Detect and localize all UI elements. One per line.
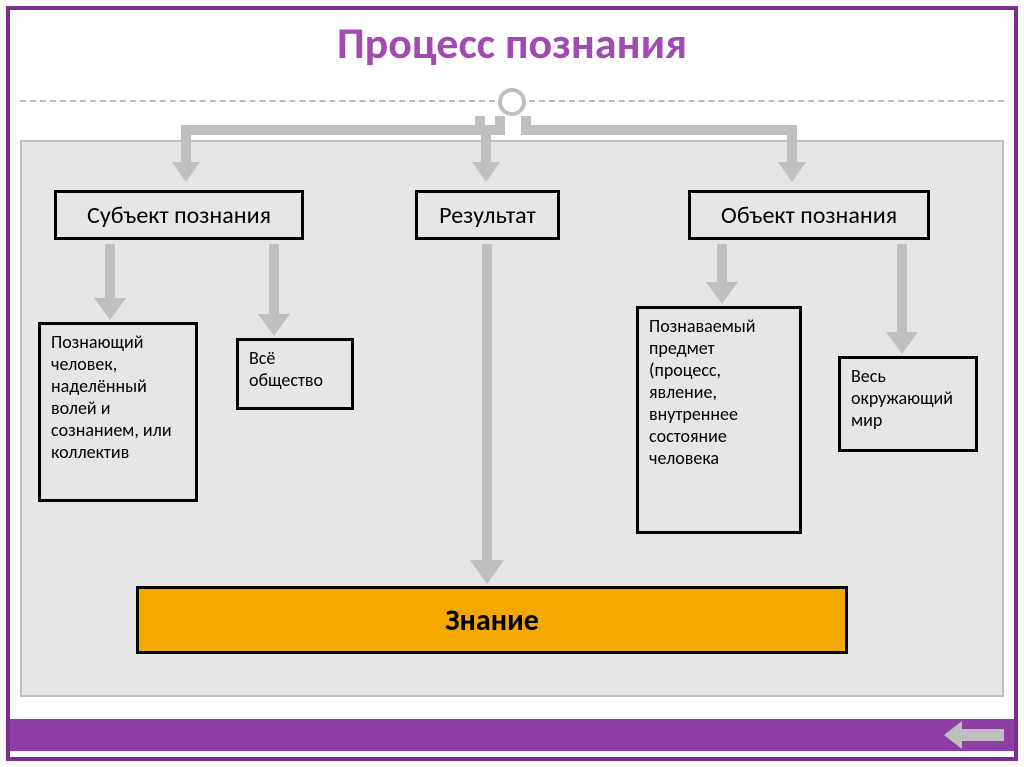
box-result: Результат (415, 190, 560, 240)
sub-detail1-text: Познающий человек, наделённый волей и со… (51, 331, 185, 463)
arrow-obj-d2 (886, 244, 918, 356)
box-obj-detail2: Весь окружающий мир (838, 356, 978, 452)
sub-detail2-text: Всё общество (249, 347, 341, 391)
title-text: Процесс познания (337, 16, 687, 70)
elbow-left (160, 110, 490, 190)
box-sub-detail1: Познающий человек, наделённый волей и со… (38, 322, 198, 502)
bottom-bar (10, 719, 1014, 751)
box-subject-text: Субъект познания (87, 201, 271, 230)
knowledge-text: Знание (445, 602, 539, 639)
center-circle (498, 88, 526, 116)
slide-title: Процесс познания (0, 16, 1024, 70)
obj-detail1-text: Познаваемый предмет (процесс, явление, в… (649, 315, 789, 469)
box-knowledge: Знание (136, 586, 848, 654)
arrow-sub-d2 (258, 244, 290, 338)
arrow-result-down (470, 244, 504, 586)
elbow-right (520, 110, 820, 190)
box-object-text: Объект познания (721, 201, 897, 230)
back-arrow-icon[interactable] (944, 721, 1004, 749)
box-result-text: Результат (439, 201, 536, 230)
obj-detail2-text: Весь окружающий мир (851, 365, 965, 431)
arrow-sub-d1 (94, 244, 126, 322)
box-sub-detail2: Всё общество (236, 338, 354, 410)
box-object: Объект познания (688, 190, 930, 240)
arrow-obj-d1 (706, 244, 738, 306)
box-obj-detail1: Познаваемый предмет (процесс, явление, в… (636, 306, 802, 534)
box-subject: Субъект познания (54, 190, 304, 240)
